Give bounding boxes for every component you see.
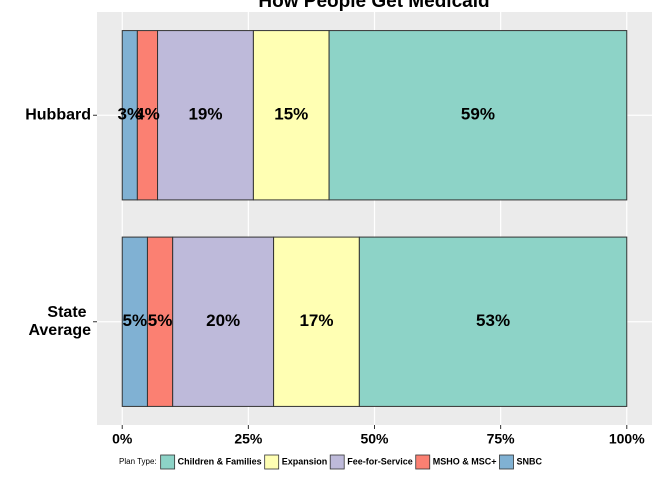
bar-segment: [121, 236, 148, 407]
bar-segment: [358, 236, 628, 407]
data-label: 3%: [118, 105, 143, 124]
y-tick-label: State Average: [28, 304, 91, 339]
data-label: 4%: [135, 105, 160, 124]
y-tick-label-line: State: [47, 304, 91, 321]
bar-segment: [172, 236, 275, 407]
data-label: 53%: [476, 311, 510, 330]
legend-title: Plan Type:: [119, 457, 157, 466]
data-label: 17%: [299, 311, 333, 330]
x-tick-label: 25%: [234, 431, 263, 447]
y-tick-label-line: Average: [28, 322, 91, 339]
legend-swatch: [160, 454, 176, 470]
data-label: 19%: [188, 105, 222, 124]
legend-label: Children & Families: [178, 456, 262, 466]
data-label: 5%: [148, 311, 173, 330]
legend-swatch: [264, 454, 280, 470]
legend-swatch: [329, 454, 345, 470]
data-label: 20%: [206, 311, 240, 330]
y-tick-label: Hubbard: [25, 106, 91, 123]
x-tick-label: 0%: [112, 431, 133, 447]
legend-label: Expansion: [282, 456, 328, 466]
bar-segment: [273, 236, 360, 407]
data-label: 15%: [274, 105, 308, 124]
chart-title: How People Get Medicaid: [258, 0, 489, 12]
legend-swatch: [415, 454, 431, 470]
legend-label: Fee-for-Service: [347, 456, 413, 466]
legend-swatch: [499, 454, 514, 470]
legend-label: MSHO & MSC+: [433, 456, 497, 466]
data-label: 5%: [123, 311, 148, 330]
x-tick-label: 50%: [360, 431, 389, 447]
bar-segment: [328, 30, 628, 201]
bar-segment: [146, 236, 174, 407]
x-tick-label: 75%: [487, 431, 516, 447]
x-tick-label: 100%: [609, 431, 645, 447]
legend-label: SNBC: [517, 456, 543, 466]
data-label: 59%: [461, 105, 495, 124]
